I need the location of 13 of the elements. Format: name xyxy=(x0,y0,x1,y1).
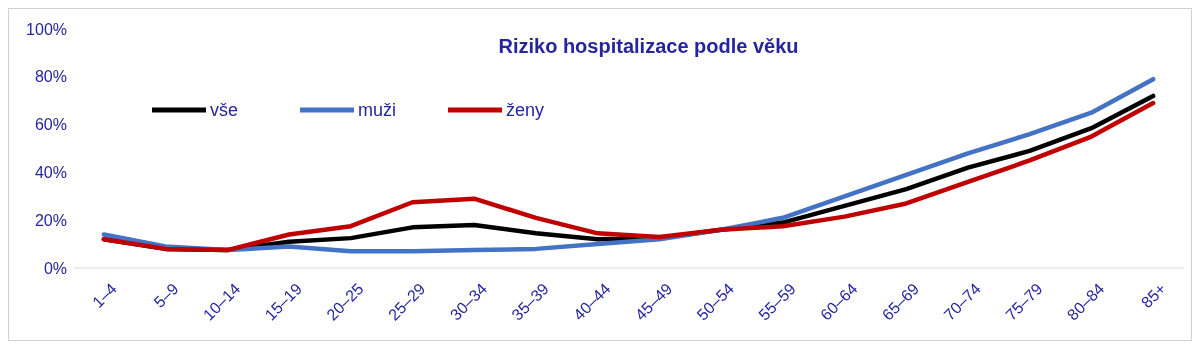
y-tick-label: 0% xyxy=(43,259,67,277)
y-tick-label: 80% xyxy=(34,68,67,86)
x-tick-label: 85+ xyxy=(1137,280,1170,312)
legend-label: muži xyxy=(358,100,397,121)
y-tick-label: 20% xyxy=(34,211,67,229)
legend-label: ženy xyxy=(506,100,545,121)
x-tick-label: 1–4 xyxy=(89,279,120,311)
y-tick-label: 60% xyxy=(34,116,67,134)
x-tick-label: 5–9 xyxy=(150,279,182,311)
y-tick-label: 100% xyxy=(26,20,67,38)
chart-title: Riziko hospitalizace podle věku xyxy=(498,35,799,57)
legend-label: vše xyxy=(210,100,239,121)
y-tick-label: 40% xyxy=(34,164,67,181)
